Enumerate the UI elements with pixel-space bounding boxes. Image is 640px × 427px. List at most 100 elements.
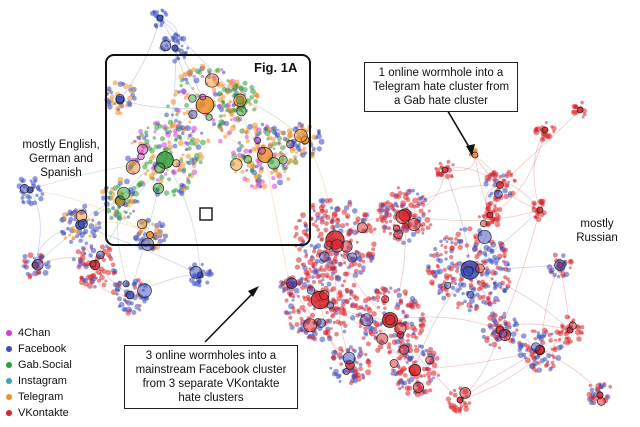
network-node [322,267,327,272]
node-cluster [59,203,102,245]
network-node [490,332,495,337]
network-node [87,217,91,221]
network-node [32,256,36,260]
network-node [532,202,536,206]
network-node [488,200,494,206]
network-node [507,180,511,184]
hate-cluster-node [347,252,358,263]
network-node [349,380,354,386]
node-cluster [531,198,547,223]
network-node [221,103,227,109]
network-node [157,144,162,149]
network-node [95,269,102,275]
network-edge [533,129,546,211]
network-node [481,299,486,305]
network-node [403,227,410,233]
hate-cluster-node [19,184,30,194]
network-node [393,201,398,205]
network-node [444,257,448,261]
network-node [464,243,470,248]
network-node [535,354,540,360]
network-node [230,150,236,156]
network-node [385,205,391,212]
network-node [557,274,561,279]
network-node [461,282,467,288]
network-node [152,10,156,15]
network-node [375,323,380,328]
network-node [311,262,316,266]
network-node [271,183,278,190]
network-node [396,186,400,190]
network-node [420,344,424,349]
network-node [331,355,335,360]
network-node [358,366,363,372]
network-node [388,219,393,223]
network-node [463,299,467,304]
network-node [317,279,323,285]
region-label-right: mostly Russian [576,218,618,244]
network-node [191,161,195,166]
network-node [331,371,337,377]
network-node [407,238,412,243]
network-node [331,297,336,302]
network-node [552,346,558,351]
network-node [250,88,256,94]
network-node [168,129,173,134]
node-cluster [278,275,302,297]
network-node [314,258,320,264]
network-node [605,395,609,399]
node-cluster [533,121,557,143]
network-node [275,171,282,178]
network-node [404,385,411,392]
network-node [489,291,493,295]
network-node [317,235,321,239]
hate-cluster-node [243,155,253,164]
hate-cluster-node [479,219,488,228]
network-node [101,282,107,288]
network-node [420,227,425,232]
network-node [485,298,492,305]
network-node [253,99,259,104]
network-node [110,262,116,268]
hate-cluster-node [425,355,434,365]
network-node [112,80,118,86]
network-node [159,174,165,180]
network-node [442,267,447,272]
network-node [204,272,209,277]
network-node [311,222,316,227]
network-node [491,341,498,348]
network-node [521,333,527,339]
network-node [483,181,489,187]
network-node [410,231,417,237]
hate-cluster-node [360,313,374,327]
network-node [343,205,350,211]
network-node [327,318,333,324]
network-node [427,346,434,353]
network-node [336,352,343,358]
network-node [513,320,518,325]
network-node [172,143,178,149]
network-node [315,273,321,280]
network-node [461,291,465,296]
network-node [432,269,437,274]
hate-cluster-node [393,224,401,232]
network-node [422,374,426,378]
legend-item: 4Chan [6,325,72,341]
network-node [494,221,501,228]
hate-cluster-node [531,342,541,352]
network-node [328,275,334,281]
network-node [22,254,28,259]
network-node [142,232,148,237]
network-node [552,252,558,258]
network-node [136,135,142,141]
network-node [346,348,351,353]
network-node [392,333,398,338]
network-node [164,112,170,118]
node-cluster [16,176,45,207]
network-node [497,207,503,213]
network-node [348,228,353,233]
network-node [448,266,454,272]
network-node [180,162,186,168]
network-node [312,269,318,275]
network-node [324,264,329,269]
